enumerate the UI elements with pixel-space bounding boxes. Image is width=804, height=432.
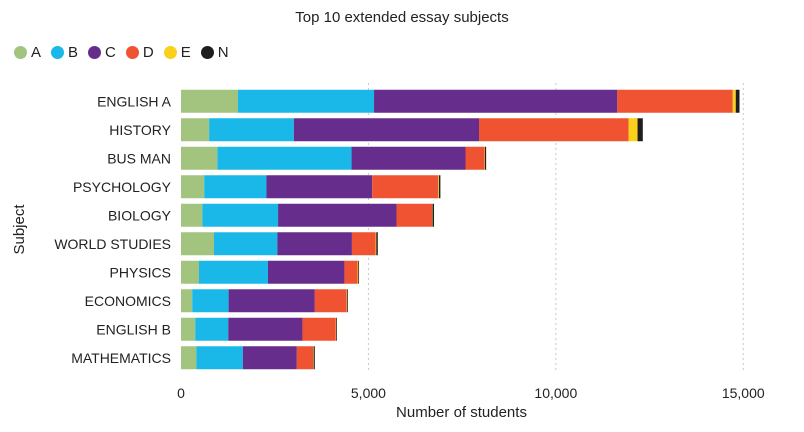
bar-a[interactable] [181,232,214,256]
bar-e[interactable] [375,232,377,256]
bar-c[interactable] [351,146,466,170]
category-label: ECONOMICS [85,293,171,309]
legend-swatch [125,45,139,59]
legend-label: C [105,43,116,61]
bar-a[interactable] [181,260,199,284]
bar-n[interactable] [313,346,315,370]
bar-c[interactable] [266,175,373,199]
category-label: BUS MAN [107,150,171,166]
bar-d[interactable] [351,232,376,256]
bar-b[interactable] [195,317,229,341]
x-tick-label: 15,000 [722,385,765,401]
category-label: HISTORY [109,122,171,138]
bar-c[interactable] [228,289,315,313]
x-tick-label: 10,000 [534,385,577,401]
legend-swatch [14,45,27,59]
category-label: BIOLOGY [108,207,172,223]
bar-n[interactable] [438,175,441,199]
category-label: ENGLISH B [96,321,171,337]
bar-b[interactable] [198,260,268,284]
bar-b[interactable] [202,203,279,227]
bar-n[interactable] [376,232,378,256]
bar-a[interactable] [181,317,196,341]
bar-n[interactable] [336,317,337,341]
legend-item-b[interactable]: B [51,44,78,61]
legend-label: B [68,43,79,61]
legend-label: N [217,43,229,61]
legend-item-a[interactable]: A [14,44,41,61]
x-axis-title: Number of students [396,404,527,421]
legend-item-n[interactable]: N [200,43,229,61]
legend-item-c[interactable]: C [88,44,116,61]
bar-b[interactable] [192,289,229,313]
bar-a[interactable] [181,175,205,199]
bar-b[interactable] [213,232,278,256]
bar-n[interactable] [432,203,435,227]
legend-swatch [88,45,102,59]
bar-c[interactable] [267,260,345,284]
legend-label: D [142,43,154,61]
bar-c[interactable] [374,89,618,113]
bar-d[interactable] [314,289,347,313]
bar-n[interactable] [637,118,643,142]
category-label: ENGLISH A [97,93,172,109]
bar-d[interactable] [344,260,358,284]
bar-b[interactable] [196,346,243,370]
bar-b[interactable] [237,89,375,113]
legend-swatch [200,45,214,59]
bar-d[interactable] [372,175,439,199]
legend-swatch [51,45,65,59]
legend-item-d[interactable]: D [125,43,154,61]
bar-n[interactable] [484,146,487,170]
bar-a[interactable] [181,346,197,370]
bar-n[interactable] [358,260,360,284]
legend-swatch [163,45,177,59]
bar-c[interactable] [293,118,479,142]
category-label: WORLD STUDIES [54,236,171,252]
bar-a[interactable] [181,289,193,313]
bar-e[interactable] [628,118,638,142]
x-tick-label: 0 [177,385,185,401]
bar-d[interactable] [396,203,433,227]
bar-n[interactable] [735,89,740,113]
bar-b[interactable] [217,146,352,170]
legend-label: E [180,43,191,61]
bar-d[interactable] [478,118,629,142]
bar-b[interactable] [209,118,294,142]
legend-label: A [31,43,42,61]
bar-n[interactable] [347,289,348,313]
category-label: PSYCHOLOGY [73,179,172,195]
category-label: MATHEMATICS [71,350,171,366]
bar-d[interactable] [296,346,314,370]
bar-a[interactable] [181,146,218,170]
bar-b[interactable] [204,175,267,199]
bar-a[interactable] [181,203,203,227]
bar-d[interactable] [617,89,733,113]
bar-a[interactable] [181,118,210,142]
bar-c[interactable] [278,203,397,227]
bar-e[interactable] [732,89,736,113]
category-label: PHYSICS [110,264,171,280]
legend-item-e[interactable]: E [163,43,191,61]
bar-c[interactable] [228,317,303,341]
bar-d[interactable] [465,146,485,170]
x-tick-label: 5,000 [351,385,386,401]
bar-e[interactable] [438,175,439,199]
bar-d[interactable] [302,317,336,341]
y-axis-title: Subject [11,204,28,255]
bar-c[interactable] [277,232,352,256]
bar-c[interactable] [242,346,297,370]
bar-e[interactable] [357,260,359,284]
chart-title: Top 10 extended essay subjects [295,9,509,26]
bar-a[interactable] [181,89,238,113]
